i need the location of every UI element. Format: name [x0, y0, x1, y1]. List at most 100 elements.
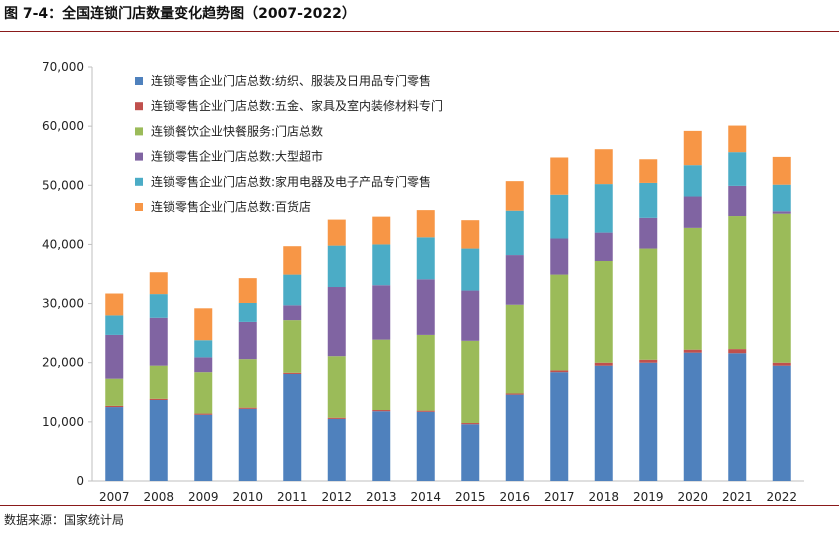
bar-segment	[372, 339, 391, 411]
bar-segment	[461, 248, 480, 291]
x-tick-label: 2008	[143, 490, 174, 504]
y-tick-label: 70,000	[42, 60, 84, 74]
y-tick-label: 50,000	[42, 178, 84, 192]
x-tick-label: 2009	[188, 490, 219, 504]
bar-segment	[728, 152, 747, 186]
bar-segment	[105, 407, 124, 481]
bar-segment	[149, 294, 168, 318]
bar-segment	[728, 125, 747, 153]
x-tick-label: 2014	[410, 490, 441, 504]
bar-segment	[283, 305, 302, 321]
x-tick-label: 2017	[544, 490, 575, 504]
bar-segment	[238, 407, 257, 409]
legend-label: 连锁零售企业门店总数:大型超市	[151, 149, 323, 164]
bar-segment	[327, 287, 346, 357]
bar-segment	[594, 362, 613, 366]
legend-label: 连锁零售企业门店总数:纺织、服装及日用品专门零售	[151, 73, 431, 88]
legend-label: 连锁零售企业门店总数:家用电器及电子产品专门零售	[151, 174, 431, 189]
legend-swatch	[135, 77, 143, 85]
bar-segment	[194, 308, 213, 341]
y-tick-label: 0	[76, 474, 84, 488]
bars	[105, 125, 791, 481]
bar-segment	[372, 411, 391, 481]
y-tick-label: 20,000	[42, 356, 84, 370]
legend-swatch	[135, 152, 143, 161]
bar-segment	[550, 194, 569, 239]
bar-segment	[105, 334, 124, 379]
bar-segment	[416, 210, 435, 238]
legend: 连锁零售企业门店总数:纺织、服装及日用品专门零售连锁零售企业门店总数:五金、家具…	[135, 73, 443, 214]
bar-segment	[327, 418, 346, 481]
bar-segment	[105, 378, 124, 406]
y-tick-label: 40,000	[42, 237, 84, 251]
x-tick-label: 2010	[232, 490, 263, 504]
bar-segment	[149, 399, 168, 481]
bar-segment	[149, 317, 168, 366]
bar-segment	[550, 372, 569, 481]
bar-segment	[505, 393, 524, 395]
legend-label: 连锁零售企业门店总数:百货店	[151, 199, 311, 214]
bar-segment	[639, 182, 658, 218]
bar-segment	[238, 278, 257, 303]
bar-segment	[372, 285, 391, 340]
bar-segment	[372, 216, 391, 245]
bar-segment	[327, 356, 346, 418]
source-divider	[0, 505, 839, 506]
legend-label: 连锁餐饮企业快餐服务:门店总数	[151, 123, 323, 138]
bar-segment	[105, 315, 124, 335]
bar-segment	[683, 130, 702, 166]
bar-segment	[639, 159, 658, 183]
y-tick-label: 60,000	[42, 119, 84, 133]
x-tick-label: 2022	[766, 490, 797, 504]
x-tick-label: 2013	[366, 490, 397, 504]
legend-swatch	[135, 203, 143, 211]
bar-segment	[772, 184, 791, 212]
bar-segment	[416, 410, 435, 412]
title-divider	[0, 31, 839, 32]
bar-segment	[105, 405, 124, 408]
bar-segment	[461, 290, 480, 341]
bar-segment	[683, 196, 702, 228]
bar-segment	[683, 349, 702, 353]
bar-segment	[283, 246, 302, 275]
bar-segment	[772, 156, 791, 185]
bar-segment	[238, 359, 257, 408]
bar-segment	[461, 424, 480, 481]
bar-segment	[728, 216, 747, 350]
bar-segment	[550, 157, 569, 195]
bar-segment	[238, 408, 257, 481]
bar-segment	[594, 365, 613, 481]
x-tick-label: 2012	[321, 490, 352, 504]
bar-segment	[728, 185, 747, 217]
bar-segment	[105, 293, 124, 316]
bar-segment	[327, 245, 346, 288]
bar-segment	[505, 181, 524, 211]
stacked-bar-chart: 0 10,000 20,000 30,000 40,000 50,000 60,000 70,…	[42, 60, 804, 504]
bar-segment	[772, 213, 791, 363]
bar-segment	[550, 238, 569, 275]
bar-segment	[550, 370, 569, 373]
bar-segment	[594, 149, 613, 185]
bar-segment	[594, 232, 613, 261]
bar-segment	[505, 394, 524, 481]
x-tick-label: 2019	[633, 490, 664, 504]
bar-segment	[639, 217, 658, 249]
bar-segment	[683, 165, 702, 197]
bar-segment	[283, 373, 302, 481]
x-tick-label: 2018	[588, 490, 619, 504]
bar-segment	[194, 357, 213, 373]
bar-segment	[238, 321, 257, 360]
bar-segment	[505, 255, 524, 305]
legend-swatch	[135, 127, 143, 136]
bar-segment	[149, 272, 168, 295]
bar-segment	[639, 248, 658, 360]
bar-segment	[194, 414, 213, 481]
bar-segment	[283, 372, 302, 374]
bar-segment	[505, 304, 524, 394]
x-tick-label: 2007	[99, 490, 130, 504]
bar-segment	[639, 362, 658, 481]
bar-segment	[594, 260, 613, 363]
bar-segment	[149, 398, 168, 400]
bar-segment	[327, 417, 346, 419]
legend-swatch	[135, 102, 143, 111]
